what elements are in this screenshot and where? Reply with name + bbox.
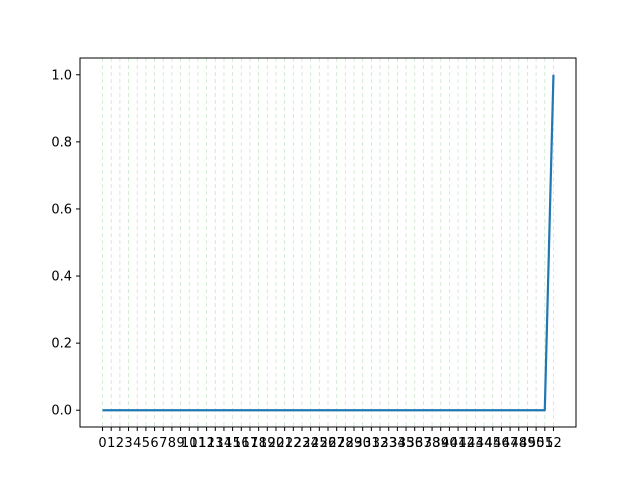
y-tick-label: 0.2 (51, 337, 72, 352)
x-tick-label: 7 (159, 436, 167, 451)
x-tick-label: 6 (150, 436, 158, 451)
x-tick-label: 33 (380, 436, 397, 451)
x-tick-label: 27 (328, 436, 345, 451)
x-tick-label: 12 (198, 436, 215, 451)
x-tick-label: 13 (207, 436, 224, 451)
x-tick-label: 43 (467, 436, 484, 451)
x-tick-label: 22 (285, 436, 302, 451)
grid (102, 58, 554, 427)
x-tick-label: 49 (519, 436, 536, 451)
x-tick-label: 2 (116, 436, 124, 451)
x-tick-label: 34 (389, 436, 406, 451)
x-axis: 0 1 2 3 4 5 6 7 8 9101112131415161718192021222324… (98, 427, 562, 451)
x-tick-label: 18 (250, 436, 267, 451)
x-tick-label: 9 (176, 436, 184, 451)
x-tick-label: 39 (432, 436, 449, 451)
x-tick-label: 44 (476, 436, 493, 451)
x-tick-label: 32 (372, 436, 389, 451)
x-tick-label: 25 (311, 436, 328, 451)
x-tick-label: 16 (233, 436, 250, 451)
series-layer (102, 74, 555, 412)
x-tick-label: 10 (181, 436, 198, 451)
y-tick-label: 1.0 (51, 68, 72, 83)
x-tick-label: 28 (337, 436, 354, 451)
y-tick-label: 0.8 (51, 135, 72, 150)
x-tick-label: 37 (415, 436, 432, 451)
x-tick-label: 48 (510, 436, 527, 451)
x-tick-label: 4 (133, 436, 141, 451)
plot-area: 0 1 2 3 4 5 6 7 8 9101112131415161718192021222324… (51, 57, 577, 451)
x-tick-label: 14 (216, 436, 233, 451)
x-tick-label: 15 (224, 436, 241, 451)
x-tick-label: 17 (242, 436, 259, 451)
y-tick-label: 0.6 (51, 202, 72, 217)
x-tick-label: 36 (406, 436, 423, 451)
x-tick-label: 35 (398, 436, 415, 451)
x-tick-label: 40 (441, 436, 458, 451)
x-tick-label: 38 (424, 436, 441, 451)
x-tick-label: 46 (493, 436, 510, 451)
x-tick-label: 11 (190, 436, 207, 451)
x-tick-label: 26 (320, 436, 337, 451)
x-tick-label: 30 (354, 436, 371, 451)
x-tick-label: 19 (259, 436, 276, 451)
x-tick-label: 45 (484, 436, 501, 451)
x-tick-label: 3 (124, 436, 132, 451)
x-tick-label: 42 (458, 436, 475, 451)
x-tick-label: 21 (276, 436, 293, 451)
x-tick-label: 52 (545, 436, 562, 451)
x-tick-label: 24 (302, 436, 319, 451)
x-tick-label: 47 (502, 436, 519, 451)
y-axis: 0.0 0.2 0.4 0.6 0.8 1.0 (51, 68, 80, 419)
x-tick-label: 20 (268, 436, 285, 451)
axes-background (80, 58, 576, 427)
x-tick-label: 5 (142, 436, 150, 451)
series-line (102, 74, 555, 412)
x-tick-label: 31 (363, 436, 380, 451)
x-tick-label: 50 (528, 436, 545, 451)
x-tick-label: 1 (107, 436, 115, 451)
x-tick-label: 41 (450, 436, 467, 451)
x-tick-label: 51 (537, 436, 554, 451)
y-tick-label: 0.4 (51, 270, 72, 285)
x-tick-label: 0 (98, 436, 106, 451)
y-tick-label: 0.0 (51, 404, 72, 419)
x-tick-label: 8 (168, 436, 176, 451)
x-tick-label: 29 (346, 436, 363, 451)
x-tick-label: 23 (294, 436, 311, 451)
